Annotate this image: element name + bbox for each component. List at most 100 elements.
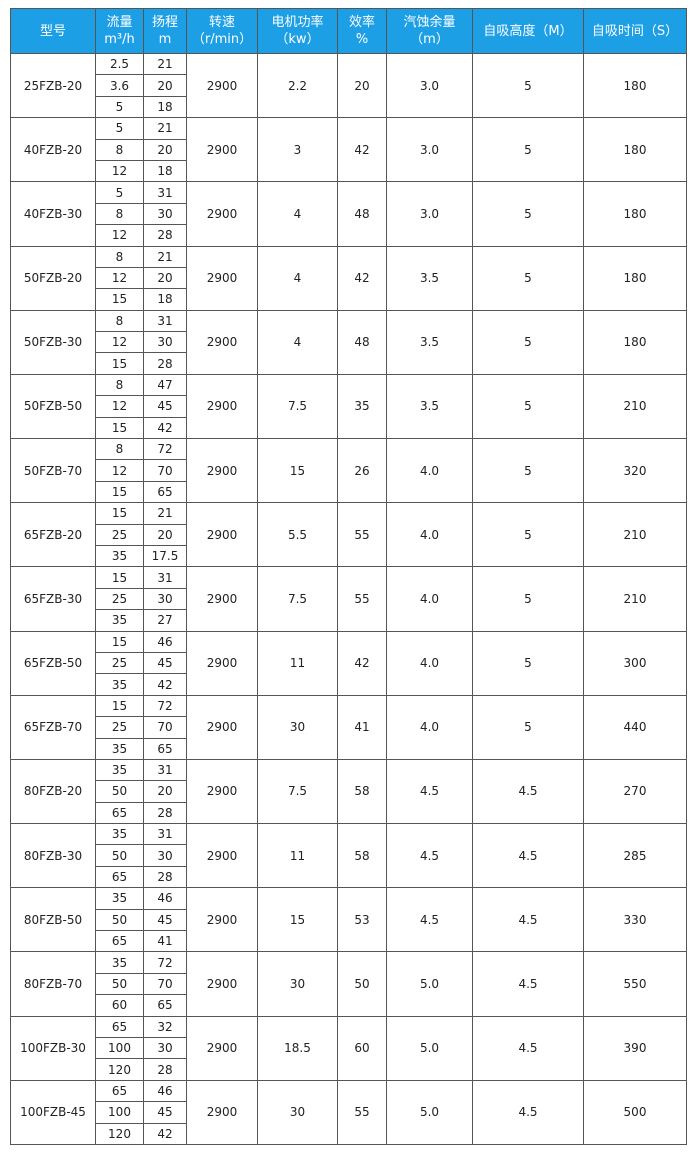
table-row: 65 28 (11, 801, 687, 825)
head-cell: 45 (143, 908, 187, 932)
power-cell: 7.5 (257, 566, 338, 632)
table-row: 12 20 (11, 266, 687, 290)
head-cell: 20 (143, 138, 187, 161)
power-cell: 30 (257, 951, 338, 1017)
table-row: 50 30 (11, 844, 687, 867)
efficiency-cell: 42 (337, 245, 387, 311)
npsh-cell: 3.0 (386, 181, 473, 247)
header-text: 自吸时间（S） (591, 23, 679, 39)
head-cell: 46 (143, 1079, 187, 1103)
table-row: 50FZB-20 8 21 2900 4 42 3.5 5 180 (10, 245, 687, 311)
flow-cell: 15 (95, 630, 144, 653)
head-cell: 45 (143, 395, 187, 418)
table-row: 100FZB-30 65 32 2900 18.5 60 5.0 4.5 390 (10, 1015, 687, 1081)
model-cell: 50FZB-20 (10, 245, 96, 311)
table-row: 80FZB-50 35 46 2900 15 53 4.5 4.5 330 (10, 887, 687, 953)
npsh-cell: 4.5 (386, 758, 473, 825)
head-cell: 21 (143, 245, 187, 268)
suction-time-cell: 390 (583, 1015, 687, 1081)
head-cell: 47 (143, 373, 187, 397)
suction-height-cell: 5 (472, 630, 584, 696)
model-cell: 80FZB-70 (10, 951, 96, 1017)
suction-height-cell: 5 (472, 245, 584, 311)
header-cell: 自吸高度（M） (472, 8, 584, 54)
head-cell: 28 (143, 1058, 187, 1081)
speed-cell: 2900 (186, 502, 258, 568)
header-text: （kw） (275, 32, 320, 47)
header-text: 效率 (348, 15, 375, 30)
flow-cell: 15 (95, 352, 144, 375)
flow-cell: 12 (95, 459, 144, 482)
suction-time-cell: 210 (583, 566, 687, 632)
flow-cell: 35 (95, 758, 144, 782)
head-cell: 28 (143, 801, 187, 825)
suction-height-cell: 5 (472, 694, 584, 760)
speed-cell: 2900 (186, 951, 258, 1017)
table-row: 50FZB-50 8 47 2900 7.5 35 3.5 5 210 (10, 373, 687, 440)
suction-height-cell: 5 (472, 309, 584, 375)
speed-cell: 2900 (186, 630, 258, 696)
flow-cell: 100 (95, 1036, 144, 1060)
head-cell: 31 (143, 309, 187, 333)
suction-time-cell: 180 (583, 52, 687, 119)
flow-cell: 35 (95, 737, 144, 760)
table-row: 65 41 (11, 930, 687, 953)
suction-height-cell: 4.5 (472, 1079, 584, 1145)
header-text: 自吸高度（M） (483, 23, 573, 39)
power-cell: 7.5 (257, 373, 338, 440)
speed-cell: 2900 (186, 309, 258, 375)
head-cell: 21 (143, 52, 187, 76)
head-cell: 27 (143, 609, 187, 632)
model-cell: 100FZB-30 (10, 1015, 96, 1081)
head-cell: 30 (143, 844, 187, 867)
table-row: 15 28 (11, 352, 687, 375)
table-row: 50 45 (11, 908, 687, 932)
table-row: 80FZB-30 35 31 2900 11 58 4.5 4.5 285 (10, 823, 687, 889)
flow-cell: 35 (95, 544, 144, 568)
head-cell: 72 (143, 438, 187, 461)
head-cell: 21 (143, 117, 187, 140)
model-cell: 100FZB-45 (10, 1079, 96, 1145)
suction-time-cell: 440 (583, 694, 687, 760)
suction-time-cell: 300 (583, 630, 687, 696)
suction-height-cell: 5 (472, 117, 584, 183)
flow-cell: 12 (95, 266, 144, 290)
flow-cell: 5 (95, 181, 144, 204)
table-row: 15 18 (11, 288, 687, 311)
model-cell: 50FZB-30 (10, 309, 96, 375)
pump-table: 型号 流量 m³/h 扬程 m 转速 （r/min） 电机功率 （kw） 效率% 汽蚀余量 （m） 自吸… (10, 8, 687, 1145)
speed-cell: 2900 (186, 823, 258, 889)
head-cell: 21 (143, 502, 187, 525)
table-row: 50FZB-70 8 72 2900 15 26 4.0 5 320 (10, 438, 687, 504)
head-cell: 46 (143, 630, 187, 653)
flow-cell: 12 (95, 224, 144, 247)
power-cell: 5.5 (257, 502, 338, 568)
table-row: 40FZB-20 5 21 2900 3 42 3.0 5 180 (10, 117, 687, 183)
npsh-cell: 4.5 (386, 823, 473, 889)
table-row: 40FZB-30 5 31 2900 4 48 3.0 5 180 (10, 181, 687, 247)
efficiency-cell: 48 (337, 309, 387, 375)
flow-cell: 8 (95, 202, 144, 226)
table-row: 65FZB-50 15 46 2900 11 42 4.0 5 300 (10, 630, 687, 696)
npsh-cell: 4.0 (386, 566, 473, 632)
model-cell: 40FZB-30 (10, 181, 96, 247)
flow-cell: 35 (95, 887, 144, 910)
flow-cell: 5 (95, 117, 144, 140)
flow-cell: 35 (95, 673, 144, 696)
head-cell: 30 (143, 587, 187, 611)
power-cell: 2.2 (257, 52, 338, 119)
flow-cell: 5 (95, 95, 144, 119)
flow-cell: 65 (95, 930, 144, 953)
flow-cell: 8 (95, 138, 144, 161)
header-cell: 电机功率 （kw） (257, 8, 338, 54)
flow-cell: 12 (95, 331, 144, 354)
speed-cell: 2900 (186, 1015, 258, 1081)
header-text: （m） (410, 32, 449, 47)
suction-height-cell: 4.5 (472, 758, 584, 825)
power-cell: 4 (257, 245, 338, 311)
head-cell: 72 (143, 951, 187, 974)
efficiency-cell: 42 (337, 630, 387, 696)
suction-height-cell: 5 (472, 566, 584, 632)
flow-cell: 120 (95, 1058, 144, 1081)
head-cell: 65 (143, 994, 187, 1017)
